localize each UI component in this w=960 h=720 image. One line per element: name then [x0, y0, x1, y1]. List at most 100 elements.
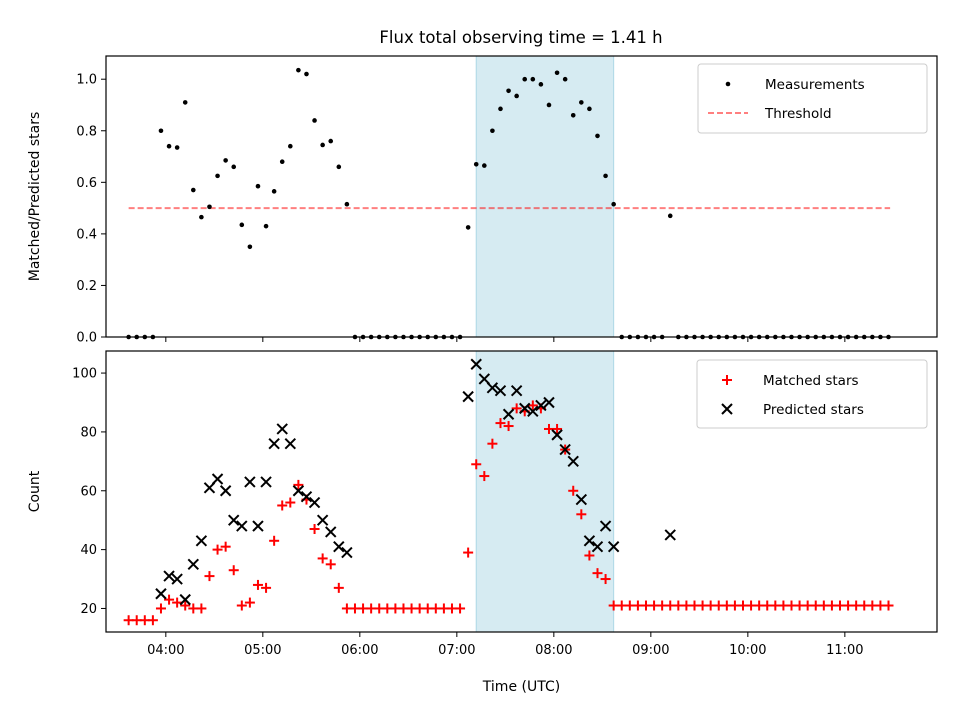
predicted-star-point [252, 520, 264, 532]
measurement-point [288, 143, 293, 149]
matched-star-point [269, 535, 280, 546]
measurement-point [611, 201, 616, 207]
measurement-point [587, 106, 592, 112]
matched-star-point [147, 615, 158, 626]
predicted-star-point [519, 402, 531, 415]
bottom-axes-frame [105, 350, 938, 633]
top-axes-frame [105, 55, 938, 338]
bottom-legend-box [696, 359, 928, 429]
measurement-point [191, 187, 196, 193]
predicted-star-point [171, 573, 183, 585]
y-tick-label: 40 [80, 543, 97, 558]
matched-star-point [196, 603, 207, 614]
measurement-point [538, 82, 544, 87]
y-tick-label: 0.4 [76, 227, 97, 242]
measurement-point [247, 244, 253, 250]
legend-measurements-marker [725, 81, 731, 87]
matched-star-point [883, 600, 894, 611]
matched-star-point [236, 600, 247, 611]
predicted-star-point [510, 385, 523, 397]
measurement-point [344, 201, 350, 207]
matched-star-point [180, 600, 191, 611]
legend-threshold-label: Threshold [764, 106, 832, 122]
predicted-star-point [325, 526, 337, 538]
legend-measurements-label: Measurements [765, 77, 865, 93]
predicted-star-point [535, 399, 547, 412]
matched-star-point [552, 423, 563, 434]
y-tick-label: 60 [80, 484, 97, 499]
predicted-star-point [308, 496, 321, 509]
matched-star-point [155, 603, 166, 614]
measurement-point [465, 225, 471, 230]
matched-star-point [576, 509, 587, 520]
x-tick-label: 04:00 [147, 643, 184, 658]
bottom-legend: Matched stars Predicted stars [696, 359, 928, 429]
measurement-point [182, 100, 188, 105]
matched-star-point [333, 582, 344, 593]
measurement-point [263, 223, 269, 229]
bottom-y-axis-label: Count [27, 470, 43, 512]
x-tick-label: 05:00 [244, 643, 281, 658]
measurement-point [530, 76, 536, 82]
x-tick-label: 08:00 [535, 643, 572, 658]
measurement-point [231, 164, 237, 170]
matched-star-point [463, 547, 474, 558]
measurement-point [215, 173, 220, 179]
measurement-point [514, 93, 519, 99]
predicted-star-point [260, 476, 272, 488]
legend-predicted-label: Predicted stars [763, 402, 864, 418]
predicted-star-point [276, 423, 288, 435]
measurement-point [312, 118, 317, 123]
measurement-point [304, 71, 309, 77]
matched-star-point [479, 471, 490, 482]
matched-star-point [285, 497, 296, 508]
predicted-star-point [300, 490, 313, 503]
predicted-star-point [268, 437, 280, 450]
predicted-star-point [236, 520, 248, 532]
legend-plus-shape [722, 375, 732, 385]
predicted-star-point [333, 540, 345, 553]
measurement-point [570, 112, 576, 118]
measurement-point [328, 138, 334, 144]
bottom-y-ticks: 20 40 60 80 100 [72, 367, 106, 617]
measurement-point [320, 142, 325, 148]
predicted-star-point [527, 405, 539, 418]
predicted-star-point [502, 408, 515, 420]
matched-star-point [568, 485, 579, 496]
matched-star-point [527, 400, 538, 411]
x-tick-label: 10:00 [729, 643, 766, 658]
predicted-star-point [244, 476, 256, 488]
measurement-point [498, 106, 503, 112]
x-tick-label: 11:00 [826, 643, 863, 658]
predicted-star-point [591, 540, 604, 553]
predicted-star-point [284, 437, 297, 450]
matched-star-point [252, 579, 263, 590]
measurement-point [546, 102, 552, 108]
predicted-star-point [607, 540, 620, 553]
predicted-star-point [583, 535, 596, 547]
predicted-star-point [341, 546, 353, 559]
measurement-point [603, 173, 608, 179]
measurement-point [158, 128, 164, 134]
top-legend: Measurements Threshold [697, 63, 928, 134]
matched-star-point [244, 597, 255, 608]
predicted-star-point [575, 493, 588, 506]
measurement-point [482, 163, 487, 168]
predicted-star-point [478, 373, 491, 385]
measurement-point [223, 158, 228, 163]
predicted-star-point [462, 390, 474, 403]
top-x-ticks [165, 337, 846, 342]
measurement-point [579, 100, 584, 105]
predicted-star-point [567, 455, 579, 468]
bottom-panel: 20 40 60 80 100 04:00 05:00 06:00 07:00 08:00 09:… [27, 350, 938, 695]
matched-star-point [293, 479, 304, 490]
legend-x-shape [721, 403, 733, 415]
count-points [123, 358, 894, 626]
measurement-point [279, 159, 285, 164]
matched-star-point [487, 438, 498, 449]
measurement-point [207, 204, 212, 210]
matched-star-point [471, 459, 482, 470]
measurement-point [336, 164, 342, 170]
matched-star-point [317, 553, 328, 564]
